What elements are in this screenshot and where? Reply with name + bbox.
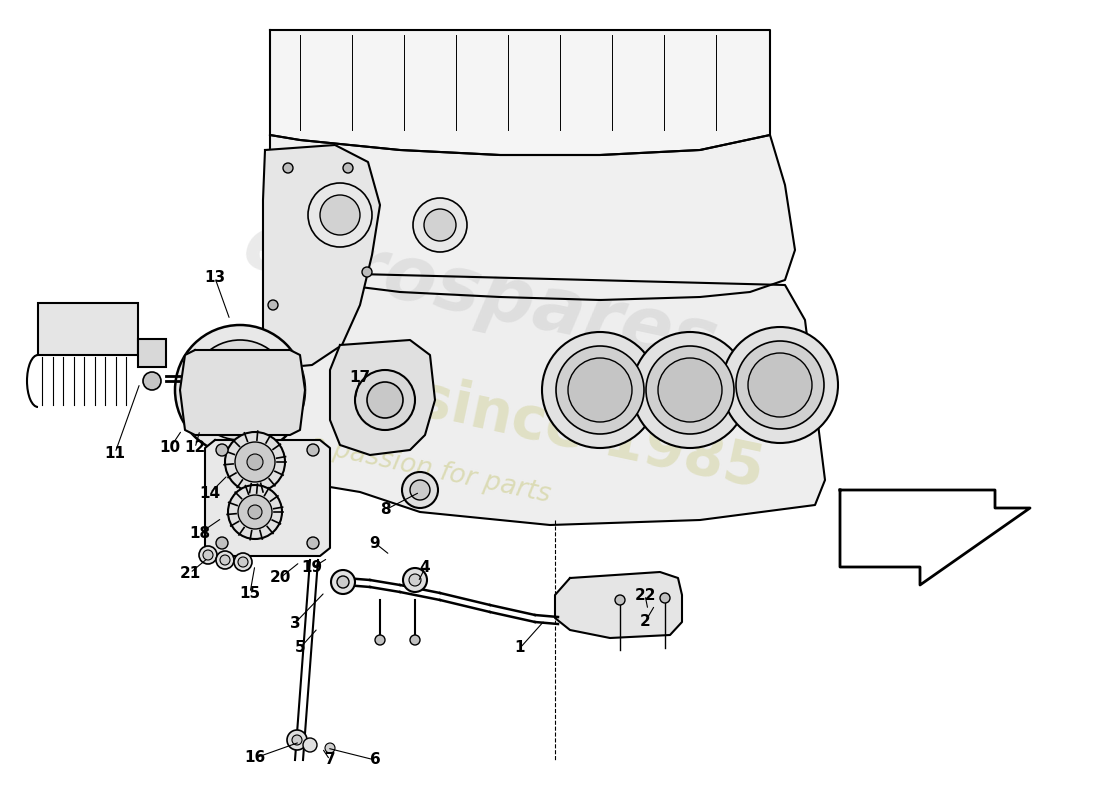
Polygon shape [270, 30, 770, 155]
Text: 3: 3 [289, 615, 300, 630]
Circle shape [424, 209, 456, 241]
Circle shape [367, 382, 403, 418]
Circle shape [412, 198, 468, 252]
Text: 17: 17 [350, 370, 371, 386]
Circle shape [235, 442, 275, 482]
Circle shape [748, 353, 812, 417]
Circle shape [175, 325, 305, 455]
Circle shape [736, 341, 824, 429]
Text: 22: 22 [635, 587, 656, 602]
Polygon shape [263, 145, 379, 368]
Circle shape [302, 738, 317, 752]
Circle shape [362, 267, 372, 277]
Text: 5: 5 [295, 641, 306, 655]
Circle shape [238, 557, 248, 567]
Circle shape [402, 472, 438, 508]
Polygon shape [270, 135, 795, 300]
Circle shape [568, 358, 632, 422]
Text: 19: 19 [301, 561, 322, 575]
Text: 16: 16 [244, 750, 265, 766]
Text: 2: 2 [639, 614, 650, 630]
Circle shape [343, 163, 353, 173]
Circle shape [287, 730, 307, 750]
Circle shape [307, 444, 319, 456]
Polygon shape [272, 272, 825, 525]
Text: 14: 14 [199, 486, 221, 501]
Text: 1: 1 [515, 641, 526, 655]
Circle shape [234, 553, 252, 571]
Circle shape [238, 495, 272, 529]
Text: 21: 21 [179, 566, 200, 581]
Text: 10: 10 [160, 441, 180, 455]
Circle shape [308, 183, 372, 247]
Circle shape [410, 635, 420, 645]
Circle shape [324, 743, 336, 753]
Circle shape [409, 574, 421, 586]
Circle shape [220, 555, 230, 565]
Circle shape [143, 372, 161, 390]
Circle shape [337, 576, 349, 588]
Text: eurospares: eurospares [236, 209, 724, 382]
Circle shape [226, 432, 285, 492]
Text: 20: 20 [270, 570, 290, 586]
Text: 8: 8 [379, 502, 390, 518]
Polygon shape [330, 340, 434, 455]
Circle shape [410, 480, 430, 500]
Polygon shape [205, 440, 330, 556]
Circle shape [307, 537, 319, 549]
Text: since 1985: since 1985 [411, 370, 769, 500]
Text: 7: 7 [324, 753, 336, 767]
Circle shape [556, 346, 644, 434]
Circle shape [331, 570, 355, 594]
Circle shape [632, 332, 748, 448]
Circle shape [216, 444, 228, 456]
Circle shape [722, 327, 838, 443]
Text: 18: 18 [189, 526, 210, 541]
Circle shape [199, 546, 217, 564]
Circle shape [204, 550, 213, 560]
Circle shape [658, 358, 722, 422]
Circle shape [216, 537, 228, 549]
Text: 6: 6 [370, 753, 381, 767]
Circle shape [375, 635, 385, 645]
Text: 13: 13 [205, 270, 225, 286]
Text: 9: 9 [370, 535, 381, 550]
Polygon shape [180, 350, 305, 435]
Circle shape [542, 332, 658, 448]
Text: 12: 12 [185, 441, 206, 455]
Text: a passion for parts: a passion for parts [307, 432, 553, 508]
Bar [39, 303, 138, 355]
Circle shape [292, 735, 302, 745]
Circle shape [403, 568, 427, 592]
Text: 11: 11 [104, 446, 125, 461]
Circle shape [320, 195, 360, 235]
Polygon shape [840, 490, 1030, 585]
Circle shape [646, 346, 734, 434]
Polygon shape [556, 572, 682, 638]
Circle shape [615, 595, 625, 605]
Circle shape [268, 300, 278, 310]
Text: 15: 15 [240, 586, 261, 601]
Bar [138, 339, 166, 367]
Circle shape [248, 505, 262, 519]
Circle shape [216, 551, 234, 569]
Circle shape [660, 593, 670, 603]
Circle shape [228, 485, 282, 539]
Circle shape [248, 454, 263, 470]
Circle shape [355, 370, 415, 430]
Circle shape [283, 163, 293, 173]
Text: 4: 4 [420, 561, 430, 575]
Circle shape [190, 340, 290, 440]
